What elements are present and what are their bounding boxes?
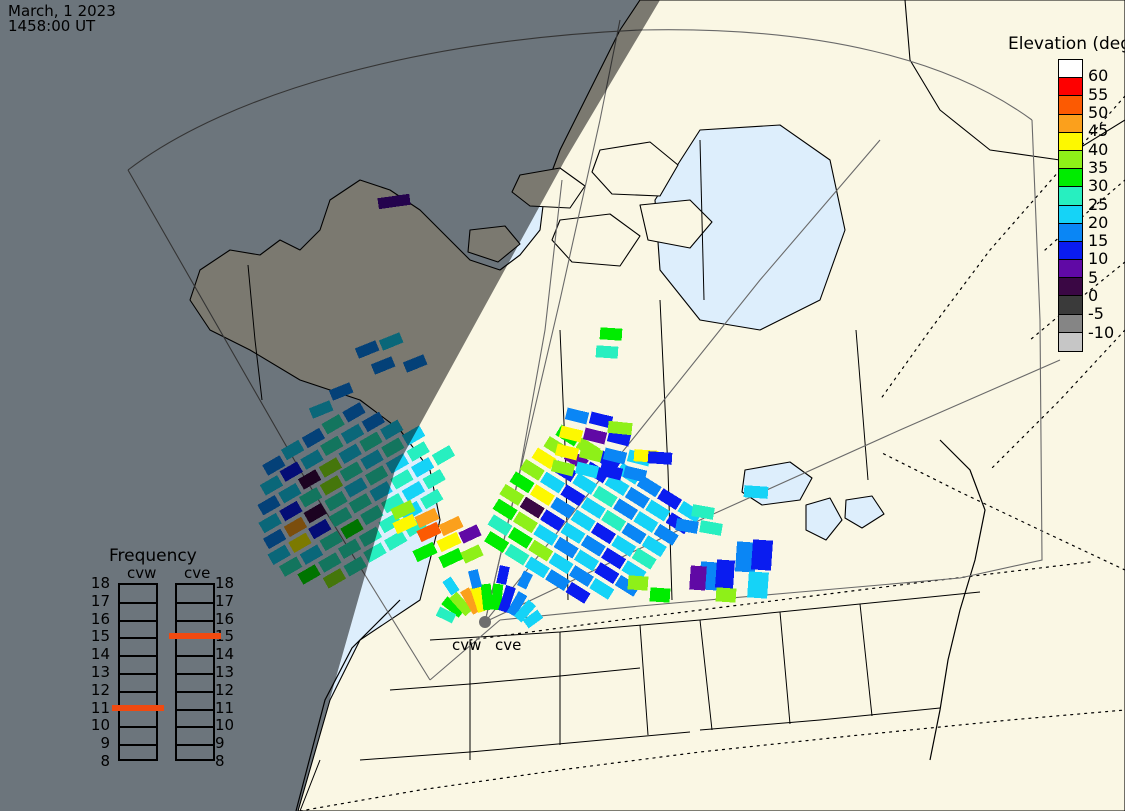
- freq-divider: [177, 655, 213, 658]
- freq-label-cvw-18: 18: [90, 574, 110, 592]
- colorbar-label-55: 55: [1088, 84, 1109, 104]
- west-warm-patch: [390, 499, 484, 569]
- freq-divider: [177, 708, 213, 711]
- colorbar-swatch-1: [1059, 78, 1082, 97]
- colorbar-label-35: 35: [1088, 157, 1109, 177]
- freq-label-cvw-10: 10: [90, 716, 110, 735]
- arctic-island-b: [591, 141, 679, 197]
- freq-divider: [177, 673, 213, 675]
- date-text: March, 1 2023: [8, 2, 116, 20]
- freq-label-cve-10: 10: [215, 716, 235, 735]
- freq-divider: [177, 690, 213, 693]
- map-site-label-cve: cve: [495, 636, 522, 654]
- freq-bar-cve[interactable]: [175, 583, 215, 761]
- colorbar-label-15: 15: [1088, 231, 1109, 251]
- colorbar-swatch-7: [1059, 187, 1082, 206]
- freq-label-cvw-8: 8: [100, 752, 110, 770]
- radar-site-marker: [479, 616, 491, 628]
- elevation-colorbar: [1058, 59, 1083, 352]
- colorbar-swatch-10: [1059, 241, 1082, 261]
- great-lake-huron: [844, 495, 885, 529]
- freq-label-cve-8: 8: [215, 752, 225, 770]
- colorbar-swatch-6: [1059, 169, 1082, 188]
- colorbar-swatch-15: [1059, 332, 1082, 351]
- freq-label-cve-15: 15: [215, 627, 235, 646]
- freq-bar-label-cve: cve: [184, 564, 211, 582]
- freq-divider: [120, 744, 156, 747]
- colorbar-swatch-9: [1059, 223, 1082, 242]
- freq-divider: [120, 601, 156, 604]
- freq-label-cve-17: 17: [215, 591, 235, 610]
- freq-divider: [177, 601, 213, 604]
- freq-divider: [120, 619, 156, 622]
- freq-label-cvw-13: 13: [90, 663, 110, 681]
- freq-marker-cvw: [112, 704, 164, 711]
- colorbar-label-25: 25: [1088, 194, 1109, 214]
- freq-marker-cve: [169, 633, 221, 640]
- colorbar-label-0: 0: [1088, 286, 1099, 306]
- near-range-beams: [435, 565, 544, 629]
- freq-divider: [120, 673, 156, 675]
- east-cluster: [484, 327, 774, 604]
- timestamp-label: March, 1 2023 1458:00 UT: [8, 4, 116, 34]
- freq-divider: [120, 690, 156, 693]
- colorbar-label-40: 40: [1088, 139, 1109, 159]
- colorbar-swatch-8: [1059, 205, 1082, 224]
- freq-divider: [120, 726, 156, 729]
- freq-divider: [120, 655, 156, 658]
- arctic-island-e: [639, 199, 713, 249]
- freq-divider: [120, 637, 156, 640]
- colorbar-label-10: 10: [1088, 249, 1109, 269]
- colorbar-swatch-3: [1059, 114, 1082, 133]
- colorbar-swatch-2: [1059, 96, 1082, 115]
- freq-label-cve-11: 11: [215, 698, 235, 717]
- freq-label-cve-16: 16: [215, 609, 235, 628]
- freq-label-cve-12: 12: [215, 680, 235, 699]
- magnetic-grid: [299, 95, 1125, 811]
- arctic-island-c: [551, 213, 641, 267]
- freq-label-cvw-17: 17: [90, 591, 110, 610]
- freq-label-cve-9: 9: [215, 734, 225, 753]
- colorbar-swatch-0: [1059, 60, 1082, 79]
- freq-label-cve-13: 13: [215, 663, 235, 681]
- freq-label-cvw-12: 12: [90, 680, 110, 699]
- freq-bar-cvw[interactable]: [118, 583, 158, 761]
- colorbar-label-20: 20: [1088, 212, 1109, 232]
- time-text: 1458:00 UT: [8, 17, 96, 35]
- political-borders: [247, 139, 981, 811]
- frequency-legend-title: Frequency: [109, 546, 197, 566]
- freq-bar-label-cvw: cvw: [127, 564, 157, 582]
- freq-label-cvw-11: 11: [90, 698, 110, 717]
- freq-label-cvw-9: 9: [100, 734, 110, 753]
- colorbar-title: Elevation (deg): [1008, 34, 1125, 54]
- freq-label-cve-14: 14: [215, 645, 235, 664]
- colorbar-swatch-14: [1059, 314, 1082, 333]
- freq-label-cvw-14: 14: [90, 645, 110, 664]
- freq-divider: [177, 744, 213, 747]
- colorbar-label--5: -5: [1088, 304, 1104, 324]
- freq-label-cve-18: 18: [215, 574, 235, 592]
- colorbar-swatch-11: [1059, 260, 1082, 279]
- colorbar-label-60: 60: [1088, 66, 1109, 86]
- colorbar-label--10: -10: [1088, 322, 1115, 342]
- colorbar-label-30: 30: [1088, 176, 1109, 196]
- colorbar-swatch-5: [1059, 150, 1082, 170]
- freq-divider: [177, 726, 213, 729]
- landmasses: [189, 0, 1125, 811]
- freq-divider: [177, 619, 213, 622]
- colorbar-label-50: 50: [1088, 102, 1109, 122]
- great-lake-michigan: [805, 497, 843, 541]
- freq-label-cvw-15: 15: [90, 627, 110, 646]
- colorbar-label-5: 5: [1088, 267, 1099, 287]
- colorbar-swatch-12: [1059, 278, 1082, 297]
- colorbar-label-45: 45: [1088, 121, 1109, 141]
- colorbar-swatch-13: [1059, 296, 1082, 315]
- colorbar-swatch-4: [1059, 132, 1082, 151]
- map-site-label-cvw: cvw: [452, 636, 482, 654]
- freq-label-cvw-16: 16: [90, 609, 110, 628]
